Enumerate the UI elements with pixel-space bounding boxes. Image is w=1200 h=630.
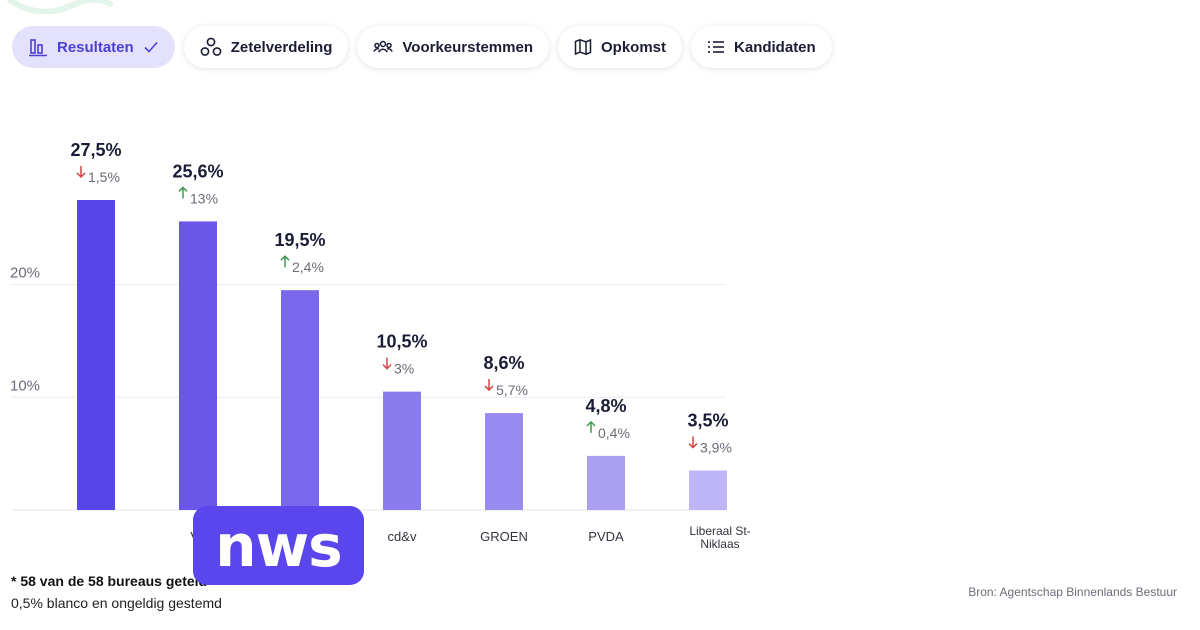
results-bar-chart: 10%20%27,5%1,5%25,6%13%Vo19,5%2,4%10,5%3… bbox=[10, 140, 751, 551]
change-label: 13% bbox=[190, 190, 218, 206]
y-tick-label: 10% bbox=[10, 377, 40, 394]
value-label: 10,5% bbox=[376, 332, 427, 352]
tab-voorkeurstemmen[interactable]: Voorkeurstemmen bbox=[357, 26, 549, 68]
change-label: 3,9% bbox=[700, 440, 732, 456]
tab-zetelverdeling-label: Zetelverdeling bbox=[230, 38, 333, 56]
category-label: Niklaas bbox=[700, 537, 739, 551]
tab-kandidaten[interactable]: Kandidaten bbox=[691, 26, 832, 68]
arrow-down-icon bbox=[76, 166, 86, 179]
tab-voorkeurstemmen-label: Voorkeurstemmen bbox=[402, 38, 533, 56]
bar bbox=[77, 200, 115, 510]
bar bbox=[179, 221, 217, 510]
tab-resultaten-label: Resultaten bbox=[57, 38, 134, 56]
bar-chart-icon bbox=[29, 39, 47, 57]
arrow-down-icon bbox=[382, 357, 392, 370]
tab-kandidaten-label: Kandidaten bbox=[734, 38, 816, 56]
category-label: PVDA bbox=[588, 529, 624, 544]
change-label: 5,7% bbox=[496, 382, 528, 398]
list-icon bbox=[708, 41, 725, 53]
arrow-up-icon bbox=[280, 255, 290, 268]
seats-icon bbox=[200, 37, 222, 56]
value-label: 4,8% bbox=[585, 396, 626, 416]
nws-logo-text: nws bbox=[215, 511, 342, 580]
tab-opkomst-label: Opkomst bbox=[601, 38, 667, 56]
bar bbox=[689, 470, 727, 510]
tab-resultaten[interactable]: Resultaten bbox=[12, 26, 175, 68]
arrow-up-icon bbox=[178, 186, 188, 199]
value-label: 19,5% bbox=[274, 230, 325, 250]
nws-logo: nws bbox=[193, 506, 364, 585]
bar bbox=[485, 413, 523, 510]
value-label: 8,6% bbox=[483, 353, 524, 373]
value-label: 25,6% bbox=[172, 161, 223, 181]
decorative-swirl bbox=[7, 0, 113, 14]
change-label: 3% bbox=[394, 361, 414, 377]
y-tick-label: 20% bbox=[10, 265, 40, 282]
tab-opkomst[interactable]: Opkomst bbox=[558, 26, 683, 68]
arrow-up-icon bbox=[586, 420, 596, 433]
map-icon bbox=[574, 38, 592, 56]
bar bbox=[281, 290, 319, 510]
arrow-down-icon bbox=[688, 436, 698, 449]
value-label: 27,5% bbox=[70, 140, 121, 160]
people-icon bbox=[373, 40, 394, 53]
tab-bar: Resultaten Zetelverdeling Voorkeurstemme… bbox=[12, 26, 832, 68]
bar bbox=[587, 455, 625, 510]
change-label: 1,5% bbox=[88, 169, 120, 185]
category-label: GROEN bbox=[480, 529, 528, 544]
tab-zetelverdeling[interactable]: Zetelverdeling bbox=[183, 26, 349, 68]
bar bbox=[383, 391, 421, 510]
checkmark-icon bbox=[144, 41, 158, 53]
category-label: cd&v bbox=[388, 529, 417, 544]
arrow-down-icon bbox=[484, 379, 494, 392]
value-label: 3,5% bbox=[687, 411, 728, 431]
change-label: 0,4% bbox=[598, 425, 630, 441]
blanco-note: 0,5% blanco en ongeldig gestemd bbox=[11, 595, 222, 611]
category-label: Liberaal St- bbox=[689, 524, 750, 538]
bureaus-note: * 58 van de 58 bureaus geteld bbox=[11, 573, 208, 589]
change-label: 2,4% bbox=[292, 259, 324, 275]
source-credit: Bron: Agentschap Binnenlands Bestuur bbox=[968, 585, 1177, 599]
